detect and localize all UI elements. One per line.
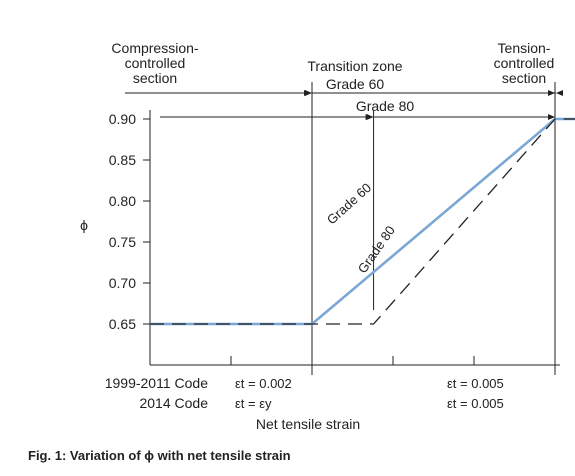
y-tick-label: 0.90 (109, 111, 136, 127)
y-tick-label: 0.75 (109, 234, 136, 250)
y-axis-label: ϕ (80, 217, 88, 233)
line-label-grade-60: Grade 60 (324, 180, 374, 227)
series-line-grade-60 (150, 117, 575, 326)
y-tick-label: 0.80 (109, 193, 136, 209)
tension-zone-label: Tension- (498, 40, 551, 56)
transition-grade60-label: Grade 60 (326, 76, 385, 92)
figure: 0.90 0.85 0.80 0.75 0.70 0.65 ϕ Net tensile str… (80, 40, 575, 432)
code-row-2014: 2014 Code (139, 395, 208, 411)
zone-annotations: Compression-controlledsectionTransition … (111, 40, 563, 375)
compression-zone-label: section (133, 70, 177, 86)
tension-zone-label: section (502, 70, 546, 86)
tension-zone-label: controlled (494, 55, 555, 71)
strain-label-right-row2: εt = 0.005 (447, 396, 504, 411)
strain-label-right-row1: εt = 0.005 (447, 376, 504, 391)
series-lines (150, 117, 575, 326)
strain-label-left-row1: εt = 0.002 (235, 376, 292, 391)
strain-label-left-row2: εt = εy (235, 396, 272, 411)
transition-zone-label: Transition zone (307, 58, 402, 74)
line-label-grade-80: Grade 80 (355, 223, 398, 276)
x-axis-label: Net tensile strain (256, 416, 360, 432)
series-line-grade-80 (150, 118, 575, 325)
compression-zone-label: Compression- (111, 40, 198, 56)
y-tick-label: 0.65 (109, 316, 136, 332)
y-tick-label: 0.85 (109, 152, 136, 168)
transition-grade80-label: Grade 80 (356, 98, 415, 114)
code-row-1999-2011: 1999-2011 Code (105, 375, 208, 391)
compression-zone-label: controlled (125, 55, 186, 71)
figure-caption: Fig. 1: Variation of ϕ with net tensile … (28, 448, 291, 463)
y-tick-label: 0.70 (109, 275, 136, 291)
